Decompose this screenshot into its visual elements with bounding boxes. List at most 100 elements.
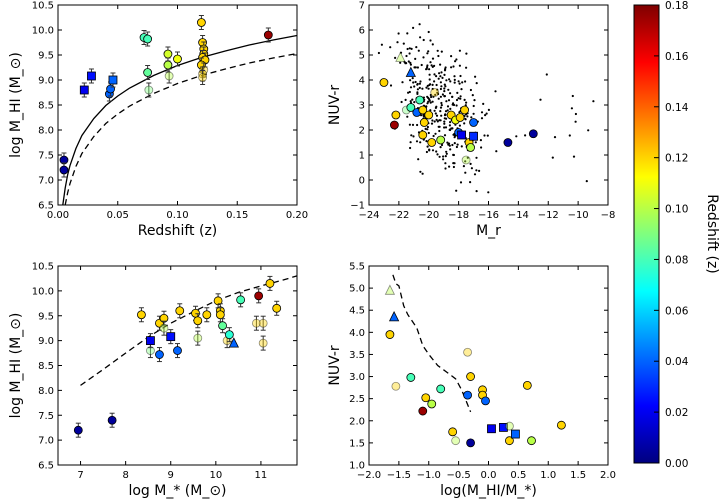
x-axis-label: Redshift (z) <box>138 223 218 239</box>
data-points <box>379 51 538 165</box>
circle-marker <box>385 330 395 339</box>
y-tick-label: 2 <box>359 126 365 137</box>
background-dot <box>437 92 440 96</box>
background-dot <box>515 135 518 138</box>
background-dot <box>466 115 469 118</box>
circle-marker <box>198 73 207 82</box>
triangle-marker <box>395 51 406 62</box>
background-dot <box>436 49 439 52</box>
circle-marker <box>213 296 223 306</box>
background-dot <box>455 58 458 61</box>
y-axis-label: log M_HI (M_⊙) <box>8 52 24 158</box>
square-marker <box>87 71 96 81</box>
background-dot <box>473 173 477 176</box>
background-dot <box>429 39 432 42</box>
circle-marker <box>159 323 169 333</box>
square-marker <box>79 85 89 95</box>
background-dot <box>439 87 442 91</box>
background-dot <box>470 116 473 119</box>
y-tick-label: 7.0 <box>38 436 54 447</box>
background-dot <box>459 97 462 100</box>
circle-marker <box>505 436 514 446</box>
background-dot <box>439 75 442 78</box>
square-marker <box>510 429 520 439</box>
background-dot <box>433 80 436 83</box>
background-dot <box>427 100 430 103</box>
background-dot <box>484 114 487 117</box>
colorbar-tick-label: 0.08 <box>665 254 688 266</box>
circle-marker <box>419 118 429 127</box>
square-marker <box>166 332 176 342</box>
data-points <box>73 275 282 438</box>
background-dot <box>414 57 417 61</box>
circle-marker <box>451 436 461 446</box>
background-dot <box>443 90 446 93</box>
background-dot <box>406 115 409 118</box>
background-dot <box>405 54 408 58</box>
background-dot <box>443 126 446 129</box>
y-axis-label: NUV-r <box>327 85 343 126</box>
background-dot <box>439 63 442 66</box>
axis-ticks: −2.0 −1.5 −1.0 −0.5 0.0 0.5 1.0 1.5 2.0 1.0 1.5 2.0… <box>349 262 616 482</box>
circle-marker <box>466 372 475 381</box>
background-dot <box>441 76 444 79</box>
dashed-curve <box>64 52 298 206</box>
background-dot <box>429 93 432 97</box>
background-dot <box>433 73 436 76</box>
background-dot <box>427 131 430 135</box>
background-dot <box>475 82 478 85</box>
circle-marker <box>265 279 275 288</box>
background-dot <box>426 128 429 131</box>
background-dot <box>443 69 447 72</box>
background-dot <box>452 153 455 156</box>
background-dot <box>456 143 459 146</box>
colorbar-tick-label: 0.12 <box>665 153 688 165</box>
background-dot <box>431 83 434 86</box>
background-dot <box>460 145 463 148</box>
background-dot <box>389 84 393 87</box>
background-dot <box>416 83 419 86</box>
x-tick-label: 0.05 <box>107 210 129 221</box>
background-dot <box>442 155 445 158</box>
y-tick-label: 1.5 <box>349 438 365 449</box>
y-tick-label: 8.0 <box>38 386 54 397</box>
background-dot <box>459 181 463 184</box>
background-dot <box>425 140 428 143</box>
background-dot <box>408 47 411 50</box>
colorbar-tick-label: 0.06 <box>665 305 689 317</box>
background-dot <box>475 169 478 172</box>
circle-marker <box>164 71 174 81</box>
axis-ticks: 7 8 9 10 11 6.5 7.0 7.5 8.0 8.5 9.0 9.5 10.0 10.5 <box>32 262 297 481</box>
circle-marker <box>466 143 475 152</box>
circle-marker <box>430 88 440 97</box>
background-dot <box>437 77 440 80</box>
background-dot <box>439 81 442 84</box>
background-dot <box>401 81 404 84</box>
x-tick-label: 0.00 <box>47 210 69 221</box>
x-axis-label: log(M_HI/M_*) <box>440 483 537 499</box>
background-dot <box>445 150 448 153</box>
y-tick-label: 6.5 <box>38 201 54 212</box>
x-tick-label: 1.5 <box>570 470 586 481</box>
circle-marker <box>202 310 212 320</box>
background-dot <box>443 122 446 125</box>
background-dot <box>444 162 447 165</box>
background-dot <box>449 107 452 110</box>
circle-marker <box>379 78 389 87</box>
background-dot <box>430 95 433 99</box>
circle-marker <box>107 415 117 425</box>
background-dot <box>416 123 419 127</box>
background-dot <box>456 91 459 94</box>
background-dot <box>427 87 430 90</box>
colorbar-tick-label: 0.16 <box>665 51 689 63</box>
background-dot <box>452 162 455 165</box>
curves <box>62 34 298 206</box>
background-dot <box>414 80 417 84</box>
background-dot <box>428 78 431 81</box>
curves <box>392 274 472 413</box>
circle-marker <box>527 436 536 446</box>
background-dot <box>453 75 456 78</box>
circle-marker <box>155 350 164 359</box>
x-tick-label: −14 <box>508 210 529 221</box>
circle-marker <box>421 393 431 403</box>
